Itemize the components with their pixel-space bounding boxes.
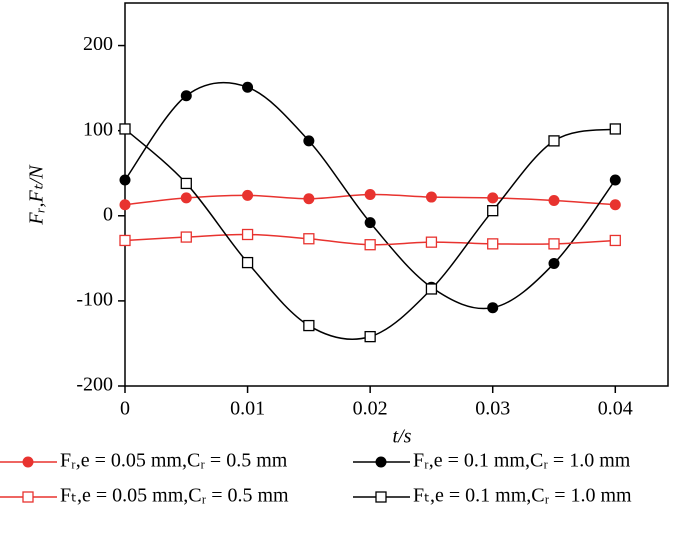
data-point bbox=[119, 234, 131, 247]
y-tick-label: -100 bbox=[76, 288, 113, 310]
data-point bbox=[364, 189, 376, 200]
data-point bbox=[364, 330, 376, 343]
legend-label: Fₜ,e = 0.05 mm,Cᵣ = 0.5 mm bbox=[60, 485, 289, 507]
data-point bbox=[609, 174, 621, 186]
data-point bbox=[425, 191, 437, 203]
legend-label: Fᵣ,e = 0.05 mm,Cᵣ = 0.5 mm bbox=[60, 450, 288, 472]
data-point bbox=[364, 217, 376, 229]
data-point bbox=[487, 192, 499, 204]
data-point bbox=[548, 257, 560, 269]
data-point bbox=[119, 199, 131, 211]
data-point bbox=[487, 205, 499, 217]
data-point bbox=[609, 199, 621, 211]
y-tick-label: 200 bbox=[83, 33, 113, 55]
data-point bbox=[241, 256, 254, 269]
data-point bbox=[303, 193, 315, 205]
y-tick-label: 0 bbox=[103, 203, 113, 225]
data-point bbox=[180, 90, 192, 102]
data-point bbox=[364, 239, 376, 251]
data-point bbox=[180, 177, 192, 190]
x-tick-label: 0.03 bbox=[475, 398, 510, 420]
x-axis-label: t/s bbox=[393, 426, 412, 448]
data-point bbox=[242, 81, 254, 93]
legend-label: Fᵣ,e = 0.1 mm,Cᵣ = 1.0 mm bbox=[413, 450, 631, 472]
data-point bbox=[242, 189, 254, 201]
y-tick-label: -200 bbox=[76, 374, 113, 396]
data-point bbox=[548, 194, 560, 206]
x-tick-label: 0.02 bbox=[353, 398, 388, 420]
legend-marker bbox=[22, 456, 34, 468]
series-line bbox=[124, 128, 616, 340]
legend-marker bbox=[375, 491, 387, 503]
data-point bbox=[303, 135, 315, 147]
data-point bbox=[180, 192, 192, 204]
legend-label: Fₜ,e = 0.1 mm,Cᵣ = 1.0 mm bbox=[413, 485, 632, 507]
data-point bbox=[548, 135, 560, 147]
data-point bbox=[241, 228, 254, 241]
data-point bbox=[487, 238, 499, 250]
data-point bbox=[180, 231, 192, 243]
data-point bbox=[487, 302, 499, 314]
data-point bbox=[119, 174, 131, 186]
data-point bbox=[303, 233, 315, 245]
legend-marker bbox=[22, 491, 34, 503]
data-point bbox=[425, 236, 438, 248]
data-point bbox=[425, 283, 438, 295]
x-tick-label: 0.04 bbox=[598, 398, 633, 420]
data-point bbox=[609, 234, 621, 247]
data-point bbox=[609, 123, 621, 135]
x-tick-label: 0.01 bbox=[230, 398, 265, 420]
y-axis-label: Fᵣ,Fₜ/N bbox=[26, 164, 48, 226]
y-tick-label: 100 bbox=[83, 118, 113, 140]
x-tick-label: 0 bbox=[120, 398, 130, 420]
data-point bbox=[303, 319, 315, 332]
data-point bbox=[548, 238, 560, 250]
legend-marker bbox=[375, 456, 387, 468]
data-point bbox=[119, 123, 131, 135]
plot-frame bbox=[124, 2, 669, 387]
